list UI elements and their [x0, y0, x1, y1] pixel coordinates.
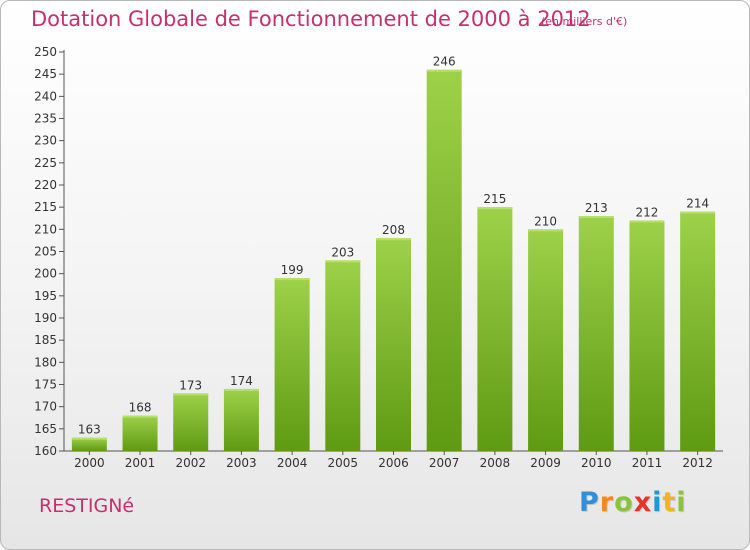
logo-letter: i — [652, 487, 663, 518]
data-label: 208 — [382, 223, 405, 237]
x-tick-label: 2003 — [226, 456, 257, 470]
bar-highlight — [122, 415, 158, 418]
y-tick-label: 230 — [34, 134, 57, 148]
x-tick-label: 2006 — [378, 456, 409, 470]
bar — [173, 393, 209, 451]
y-tick-label: 195 — [34, 289, 57, 303]
chart-title: Dotation Globale de Fonctionnement de 20… — [31, 7, 591, 31]
x-tick-label: 2001 — [125, 456, 156, 470]
y-tick-label: 225 — [34, 156, 57, 170]
bar — [426, 69, 462, 451]
bar — [325, 260, 361, 451]
data-label: 215 — [483, 192, 506, 206]
x-tick-label: 2010 — [581, 456, 612, 470]
axes: 160 165 170 175 180 185 190 195 200 205 210 215 220 2… — [34, 45, 723, 470]
y-tick-label: 165 — [34, 422, 57, 436]
x-tick-label: 2008 — [480, 456, 511, 470]
bar — [629, 220, 665, 451]
data-label: 203 — [331, 245, 354, 259]
data-label: 173 — [179, 378, 202, 392]
bar-highlight — [223, 388, 259, 391]
y-tick-label: 210 — [34, 222, 57, 236]
bar-highlight — [173, 393, 209, 396]
bar-highlight — [71, 437, 107, 440]
bar-highlight — [578, 216, 614, 219]
bar — [578, 216, 614, 451]
data-label: 199 — [281, 263, 304, 277]
unit-note: (en milliers d'€) — [541, 15, 628, 28]
logo-letter: t — [662, 487, 677, 518]
y-tick-label: 200 — [34, 267, 57, 281]
y-tick-label: 175 — [34, 378, 57, 392]
bar — [477, 207, 513, 451]
logo-letter: i — [676, 487, 687, 518]
y-tick-label: 250 — [34, 45, 57, 59]
bar — [223, 388, 259, 451]
bar-highlight — [376, 238, 411, 241]
bar — [680, 211, 716, 451]
bar-highlight — [274, 278, 310, 281]
bar-highlight — [477, 207, 513, 210]
logo-letter: r — [599, 487, 615, 518]
x-tick-label: 2007 — [429, 456, 460, 470]
bar-highlight — [528, 229, 564, 232]
bar — [122, 415, 158, 451]
bar — [376, 238, 411, 451]
y-tick-label: 235 — [34, 112, 57, 126]
logo-letter: x — [633, 487, 653, 518]
bar — [528, 229, 564, 451]
x-tick-label: 2009 — [530, 456, 561, 470]
y-tick-label: 215 — [34, 200, 57, 214]
x-tick-label: 2005 — [328, 456, 359, 470]
x-tick-label: 2004 — [277, 456, 308, 470]
y-tick-label: 180 — [34, 355, 57, 369]
data-label: 213 — [585, 201, 608, 215]
data-label: 214 — [686, 197, 709, 211]
x-tick-label: 2011 — [632, 456, 663, 470]
y-tick-label: 245 — [34, 67, 57, 81]
bar — [274, 278, 310, 451]
data-label: 210 — [534, 214, 557, 228]
y-tick-label: 170 — [34, 400, 57, 414]
y-tick-label: 205 — [34, 245, 57, 259]
y-tick-label: 220 — [34, 178, 57, 192]
y-tick-label: 185 — [34, 333, 57, 347]
bar — [71, 437, 107, 451]
logo-letter: P — [579, 487, 600, 518]
logo-letter: o — [614, 487, 634, 518]
commune-name: RESTIGNé — [39, 495, 135, 517]
data-label: 212 — [636, 205, 659, 219]
proxiti-logo: Proxiti — [579, 487, 687, 518]
bars — [71, 69, 716, 451]
bar-highlight — [325, 260, 361, 263]
x-tick-label: 2002 — [175, 456, 206, 470]
y-tick-label: 160 — [34, 444, 57, 458]
y-tick-label: 190 — [34, 311, 57, 325]
x-tick-label: 2000 — [74, 456, 105, 470]
bar-highlight — [426, 69, 462, 72]
y-tick-label: 240 — [34, 89, 57, 103]
data-label: 168 — [129, 401, 152, 415]
data-labels: 163 168 173 174 199 203 208 246 215 210 213 212 214 — [78, 55, 709, 437]
bar-highlight — [680, 211, 716, 214]
x-tick-label: 2012 — [682, 456, 713, 470]
data-label: 174 — [230, 374, 253, 388]
data-label: 246 — [433, 55, 456, 69]
data-label: 163 — [78, 423, 101, 437]
bar-highlight — [629, 220, 665, 223]
